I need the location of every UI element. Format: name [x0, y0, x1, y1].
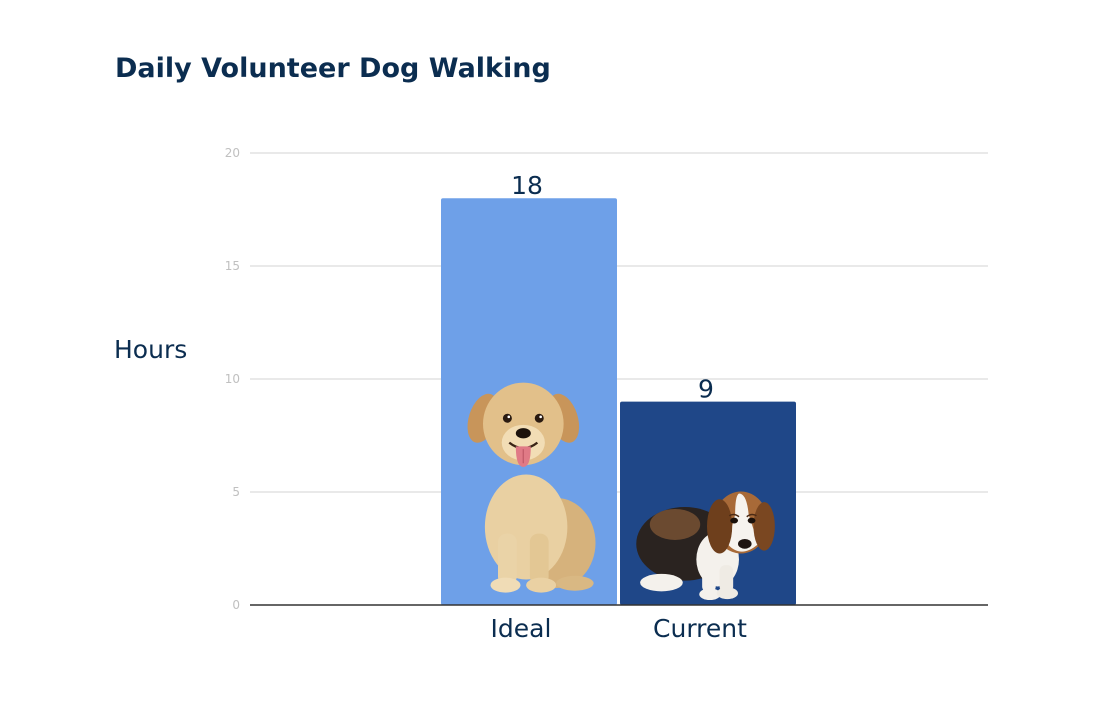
y-tick-label: 0: [232, 598, 240, 612]
x-category-label: Ideal: [491, 614, 552, 643]
value-labels: 18 9: [511, 171, 714, 403]
gridlines: [250, 152, 988, 493]
x-category-label: Current: [653, 614, 747, 643]
y-tick-label: 20: [225, 146, 240, 160]
y-axis-ticks: 0 5 10 15 20: [225, 146, 240, 612]
y-tick-label: 5: [232, 485, 240, 499]
data-label: 9: [698, 375, 714, 404]
x-axis-categories: Ideal Current: [491, 614, 748, 643]
y-tick-label: 15: [225, 259, 240, 273]
y-axis-label: Hours: [114, 335, 187, 364]
chart-title: Daily Volunteer Dog Walking: [115, 53, 551, 84]
y-tick-label: 10: [225, 372, 240, 386]
data-label: 18: [511, 171, 543, 200]
